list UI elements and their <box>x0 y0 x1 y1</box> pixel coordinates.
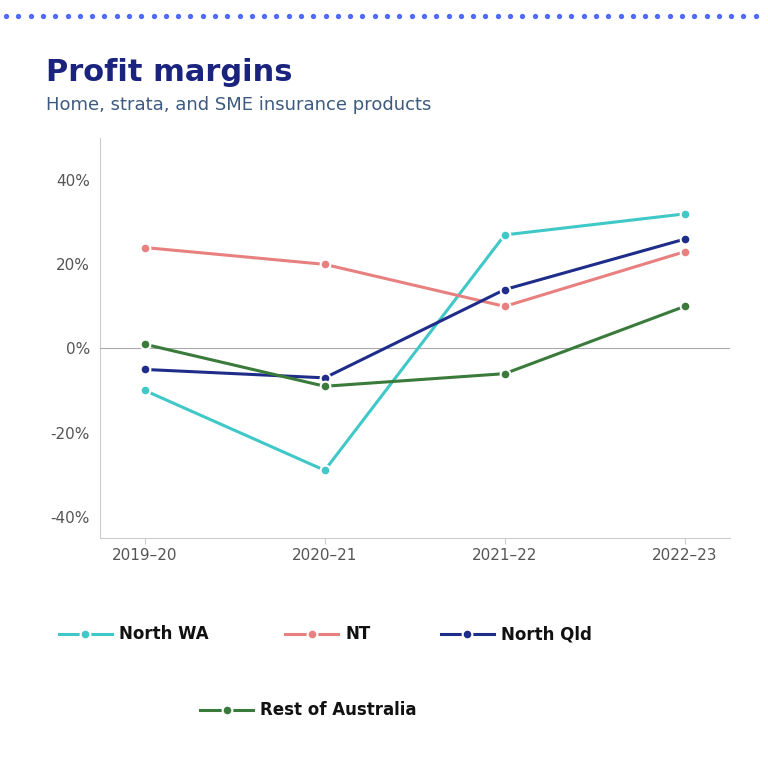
Text: NT: NT <box>345 625 370 644</box>
Text: Profit margins: Profit margins <box>46 58 293 87</box>
Text: North Qld: North Qld <box>501 625 591 644</box>
Text: North WA: North WA <box>119 625 209 644</box>
Text: Rest of Australia: Rest of Australia <box>260 701 417 720</box>
Text: Home, strata, and SME insurance products: Home, strata, and SME insurance products <box>46 96 432 114</box>
